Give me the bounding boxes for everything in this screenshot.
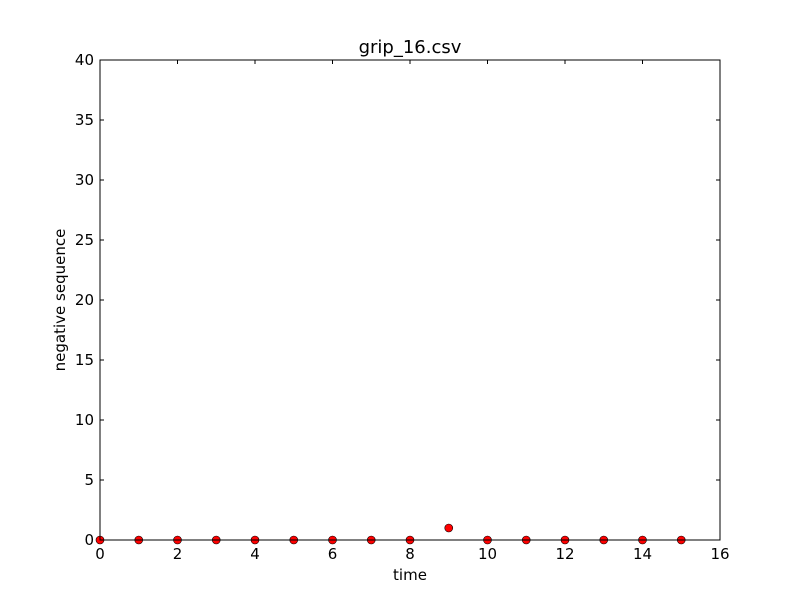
- x-tick-label: 12: [555, 545, 574, 563]
- y-tick-label: 25: [75, 231, 94, 249]
- x-tick-label: 4: [250, 545, 260, 563]
- y-tick-label: 5: [84, 471, 94, 489]
- y-axis-label: negative sequence: [51, 229, 69, 372]
- y-tick-label: 20: [75, 291, 94, 309]
- x-tick-label: 6: [328, 545, 338, 563]
- x-tick-label: 14: [633, 545, 652, 563]
- x-tick-label: 2: [173, 545, 183, 563]
- y-tick-label: 40: [75, 51, 94, 69]
- axis-ticks: 0 2 4 6 8 10 12 14 16 0 5 10 15 20 25 30 35 40: [75, 51, 730, 563]
- x-axis-label: time: [393, 566, 427, 584]
- y-tick-label: 30: [75, 171, 94, 189]
- y-tick-label: 15: [75, 351, 94, 369]
- x-tick-label: 8: [405, 545, 415, 563]
- plot-frame: [99, 59, 721, 541]
- y-tick-label: 35: [75, 111, 94, 129]
- y-tick-label: 0: [84, 531, 94, 549]
- x-tick-label: 10: [478, 545, 497, 563]
- data-points: [95, 523, 686, 545]
- x-tick-label: 16: [710, 545, 729, 563]
- x-tick-label: 0: [95, 545, 105, 563]
- y-tick-label: 10: [75, 411, 94, 429]
- chart-title: grip_16.csv: [359, 37, 462, 58]
- data-point: [444, 523, 454, 533]
